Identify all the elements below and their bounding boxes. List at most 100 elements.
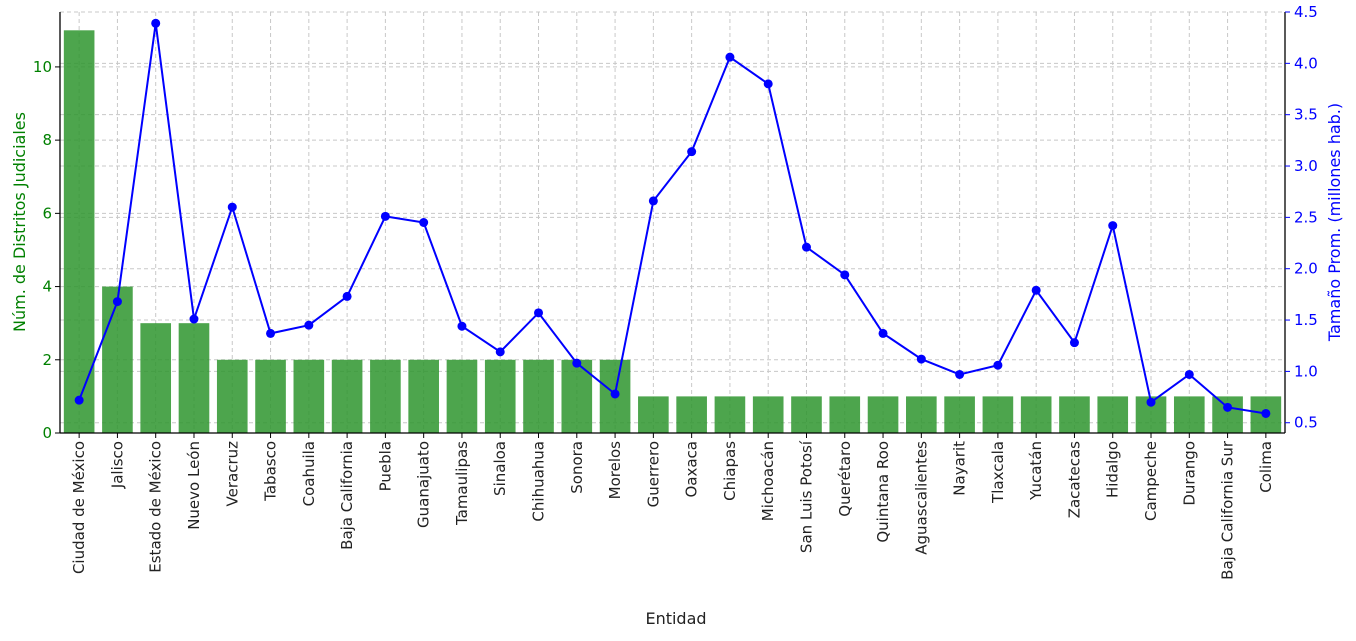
x-tick-label: Nuevo León [185, 441, 203, 530]
line-point-3 [189, 314, 199, 324]
x-tick-label: Veracruz [223, 441, 241, 507]
line-point-13 [572, 358, 582, 368]
x-tick-label: Yucatán [1027, 441, 1045, 501]
y-axis-left-title: Núm. de Distritos Judiciales [10, 112, 29, 332]
x-tick-label: Chiapas [721, 441, 739, 501]
bar-18 [752, 396, 784, 433]
bar-0 [63, 30, 95, 433]
y-tick-label-left: 0 [42, 424, 52, 442]
line-point-8 [380, 211, 390, 221]
bar-15 [638, 396, 669, 433]
line-point-1 [112, 297, 122, 307]
line-point-11 [495, 347, 505, 357]
bar-22 [906, 396, 937, 433]
bar-5 [255, 359, 286, 433]
bar-10 [446, 359, 478, 433]
bar-7 [331, 359, 363, 433]
x-tick-label: Baja California Sur [1219, 440, 1237, 580]
line-point-14 [610, 389, 620, 399]
line-point-28 [1146, 397, 1156, 407]
bar-25 [1020, 396, 1052, 433]
y-tick-label-left: 6 [42, 204, 52, 222]
line-point-6 [304, 320, 314, 330]
x-tick-label: Guerrero [644, 441, 662, 507]
x-tick-label: Hidalgo [1104, 441, 1122, 498]
bar-3 [178, 323, 210, 433]
y-tick-label-right: 3.0 [1294, 157, 1318, 175]
bar-20 [829, 396, 861, 433]
x-tick-label: Jalisco [108, 441, 126, 489]
bar-19 [791, 396, 822, 433]
bar-26 [1059, 396, 1090, 433]
line-point-22 [916, 354, 926, 364]
line-point-2 [151, 18, 161, 28]
bars-distritos [63, 30, 1282, 433]
bar-17 [714, 396, 746, 433]
x-tick-label: Querétaro [836, 441, 854, 517]
line-point-21 [878, 328, 888, 338]
bar-24 [982, 396, 1014, 433]
line-tamano-promedio [74, 18, 1271, 418]
line-point-15 [648, 196, 658, 206]
line-point-18 [763, 79, 773, 89]
x-tick-label: Sinaloa [491, 441, 509, 496]
bar-16 [676, 396, 707, 433]
y-tick-label-right: 1.5 [1294, 311, 1318, 329]
x-tick-label: Chihuahua [530, 441, 548, 522]
line-point-20 [840, 270, 850, 280]
bar-27 [1097, 396, 1129, 433]
x-tick-label: Guanajuato [415, 441, 433, 528]
axes [55, 11, 1290, 438]
bar-21 [867, 396, 899, 433]
line-point-12 [534, 308, 544, 318]
bar-1 [102, 286, 133, 433]
line-point-7 [342, 291, 352, 301]
line-point-24 [993, 360, 1003, 370]
bar-4 [216, 359, 248, 433]
x-tick-label: Campeche [1142, 441, 1160, 521]
bar-29 [1173, 396, 1205, 433]
line-point-29 [1184, 369, 1194, 379]
x-tick-label: Michoacán [759, 441, 777, 521]
x-tick-label: Aguascalientes [912, 441, 930, 555]
x-tick-label: Quintana Roo [874, 441, 892, 543]
line-point-31 [1261, 408, 1271, 418]
labels: 0 2 4 6 8 10 0.5 1.0 1.5 2.0 2.5 3.0 3.5 4.0 4.5 Ciudad… [33, 3, 1318, 580]
x-tick-label: Puebla [376, 441, 394, 491]
x-tick-label: Zacatecas [1065, 441, 1083, 518]
line-point-25 [1031, 285, 1041, 295]
bar-9 [408, 359, 439, 433]
line-point-30 [1223, 402, 1233, 412]
x-tick-label: Colima [1257, 441, 1275, 493]
x-tick-label: Baja California [338, 441, 356, 550]
bar-6 [293, 359, 325, 433]
y-axis-right-title: Tamaño Prom. (millones hab.) [1325, 103, 1344, 342]
bar-30 [1212, 396, 1243, 433]
line-point-17 [725, 52, 735, 62]
y-tick-label-right: 2.5 [1294, 208, 1318, 226]
line-path [78, 23, 1267, 415]
x-tick-label: Coahuila [300, 441, 318, 506]
y-tick-label-right: 2.0 [1294, 260, 1318, 278]
y-tick-label-right: 0.5 [1294, 414, 1318, 432]
line-point-19 [801, 242, 811, 252]
y-tick-label-left: 8 [42, 131, 52, 149]
x-axis-title: Entidad [645, 609, 706, 628]
x-tick-label: Morelos [606, 441, 624, 500]
line-point-10 [457, 321, 467, 331]
y-tick-label-left: 10 [33, 58, 52, 76]
line-point-4 [227, 202, 237, 212]
y-tick-label-left: 2 [42, 351, 52, 369]
x-tick-label: Tamaulipas [453, 441, 471, 526]
x-tick-label: Ciudad de México [70, 441, 88, 574]
x-tick-label: Oaxaca [683, 441, 701, 498]
y-tick-label-right: 1.0 [1294, 362, 1318, 380]
line-point-26 [1069, 338, 1079, 348]
x-tick-label: Durango [1180, 441, 1198, 506]
x-tick-label: Estado de México [147, 441, 165, 573]
line-point-0 [74, 395, 84, 405]
x-tick-label: Sonora [568, 441, 586, 494]
x-tick-label: Tlaxcala [989, 441, 1007, 504]
